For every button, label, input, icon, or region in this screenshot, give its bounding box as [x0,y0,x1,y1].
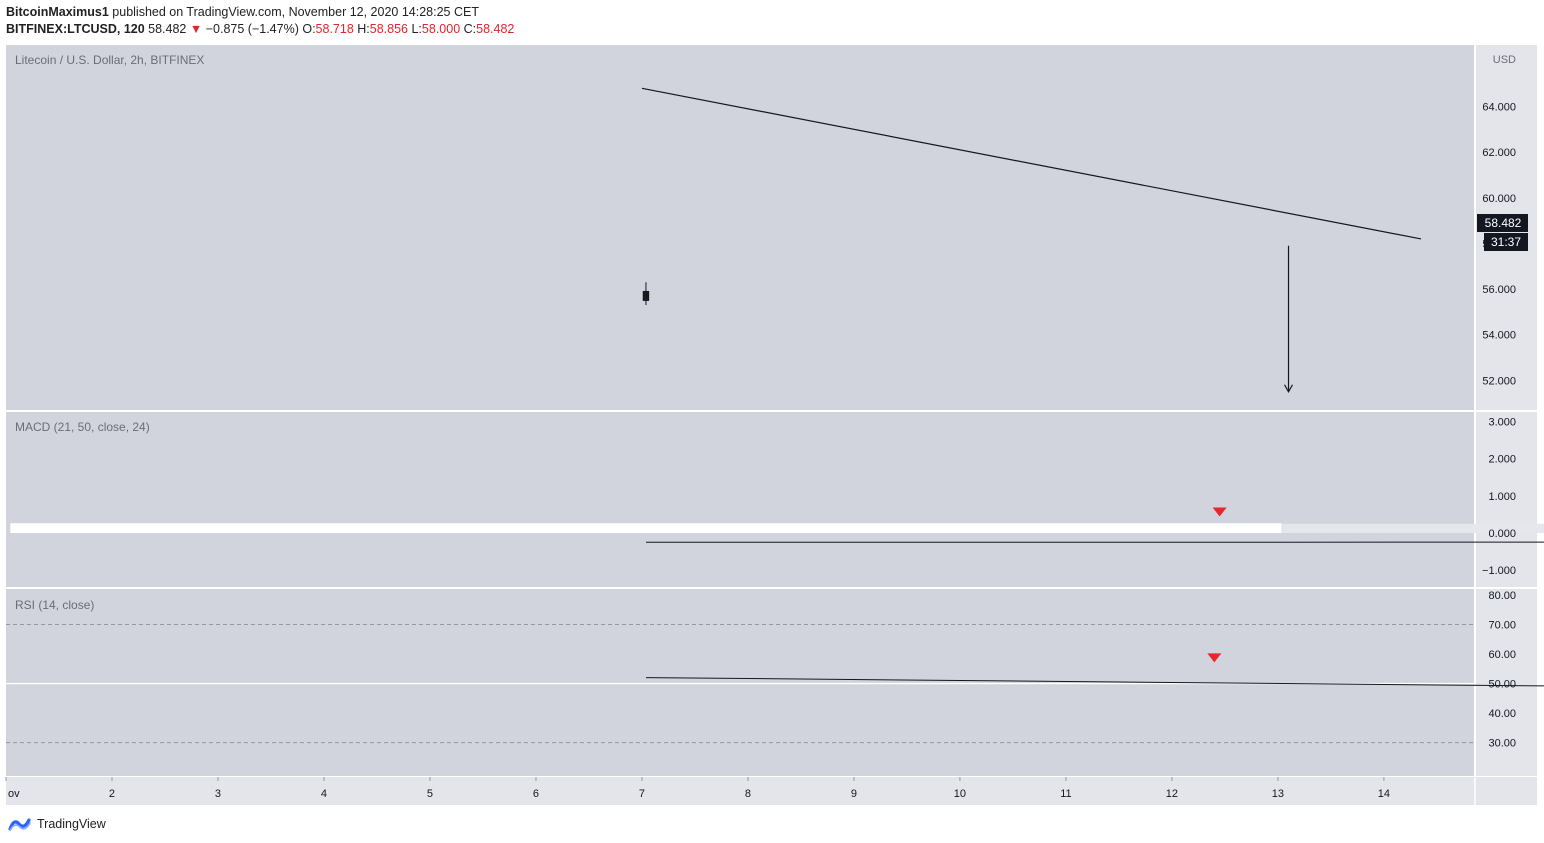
price-tick-label: 60.000 [1482,193,1516,205]
time-tick-label: 10 [954,788,966,800]
close-value: 58.482 [476,22,515,36]
high-label: H: [357,22,370,36]
time-tick-label: 2 [109,788,115,800]
close-label: C: [463,22,477,36]
time-tick-label: 14 [1378,788,1390,800]
rsi-tick-label: 30.00 [1488,738,1516,750]
publisher-name[interactable]: BitcoinMaximus1 [6,5,109,19]
price-pane-title: Litecoin / U.S. Dollar, 2h, BITFINEX [15,53,204,67]
macd-axis[interactable] [1476,412,1537,587]
rsi-tick-label: 50.00 [1488,679,1516,691]
rsi-axis[interactable] [1476,589,1537,776]
macd-histogram-bar [10,523,1282,534]
countdown-badge-bg [1484,233,1528,251]
time-tick-label: 12 [1166,788,1178,800]
price-badge-bg [1477,214,1528,232]
macd-tick-label: −1.000 [1482,565,1516,577]
rsi-pane-title: RSI (14, close) [15,598,94,612]
open-label: O: [302,22,316,36]
footer: TradingView [8,816,106,832]
symbol-label: BITFINEX:LTCUSD, 120 [6,22,145,36]
projection-arrow-head [1283,384,1294,393]
price-badge: 58.482 [1485,216,1522,230]
price-tick-label: 54.000 [1482,330,1516,342]
time-tick-label: 9 [851,788,857,800]
time-tick-label: 3 [215,788,221,800]
macd-pane[interactable] [6,412,1474,587]
rsi-tick-label: 60.00 [1488,649,1516,661]
published-text: published on TradingView.com, November 1… [112,5,479,19]
high-value: 58.856 [369,22,408,36]
publish-header: BitcoinMaximus1 published on TradingView… [6,5,479,19]
last-price: 58.482 [148,22,187,36]
countdown-badge: 31:37 [1491,235,1521,249]
rsi-tick-label: 80.00 [1488,590,1516,602]
time-tick-label: ov [8,788,20,800]
time-tick-label: 4 [321,788,327,800]
change-down-icon: ▼ [189,22,203,36]
time-tick-label: 5 [427,788,433,800]
rsi-bearish-marker-icon [1207,653,1222,663]
macd-tick-label: 3.000 [1488,416,1516,428]
open-value: 58.718 [315,22,354,36]
price-tick-label: 56.000 [1482,284,1516,296]
low-value: 58.000 [421,22,461,36]
time-tick-label: 13 [1272,788,1284,800]
descending-trendline [641,87,1422,240]
change-value: −0.875 (−1.47%) [205,22,299,36]
price-tick-label: 52.000 [1482,375,1516,387]
symbol-header: BITFINEX:LTCUSD, 120 58.482 ▼ −0.875 (−1… [6,22,514,36]
tradingview-logo-icon [8,818,31,831]
currency-label: USD [1493,54,1516,66]
time-tick-label: 8 [745,788,751,800]
macd-tick-label: 0.000 [1488,528,1516,540]
macd-tick-label: 1.000 [1488,491,1516,503]
time-tick-label: 6 [533,788,539,800]
price-tick-label: 64.000 [1482,102,1516,114]
price-tick-label: 62.000 [1482,147,1516,159]
low-label: L: [411,22,422,36]
macd-pane-title: MACD (21, 50, close, 24) [15,420,150,434]
macd-histogram-bar [1282,523,1544,534]
price-pane[interactable] [6,45,1474,410]
macd-bearish-marker-icon [1212,507,1227,517]
candle [642,290,650,301]
rsi-tick-label: 40.00 [1488,708,1516,720]
rsi-pane[interactable] [6,589,1474,776]
time-tick-label: 7 [639,788,645,800]
macd-tick-label: 2.000 [1488,454,1516,466]
time-tick-label: 11 [1060,788,1071,800]
rsi-tick-label: 70.00 [1488,619,1516,631]
time-axis[interactable] [6,777,1537,805]
tradingview-brand[interactable]: TradingView [37,817,106,831]
